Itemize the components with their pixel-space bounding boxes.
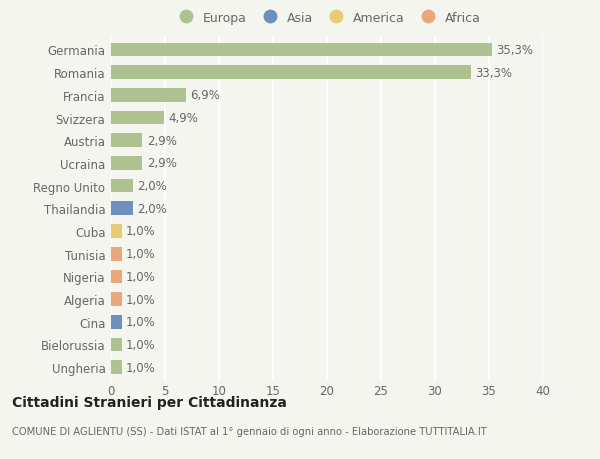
- Bar: [111, 157, 142, 170]
- Text: 33,3%: 33,3%: [475, 67, 512, 79]
- Bar: [111, 225, 122, 238]
- Bar: [111, 89, 185, 102]
- Text: 1,0%: 1,0%: [126, 248, 156, 261]
- Text: 1,0%: 1,0%: [126, 361, 156, 374]
- Bar: [111, 361, 122, 374]
- Bar: [111, 293, 122, 306]
- Legend: Europa, Asia, America, Africa: Europa, Asia, America, Africa: [170, 9, 484, 27]
- Text: COMUNE DI AGLIENTU (SS) - Dati ISTAT al 1° gennaio di ogni anno - Elaborazione T: COMUNE DI AGLIENTU (SS) - Dati ISTAT al …: [12, 426, 487, 436]
- Text: Cittadini Stranieri per Cittadinanza: Cittadini Stranieri per Cittadinanza: [12, 395, 287, 409]
- Bar: [111, 66, 470, 80]
- Bar: [111, 338, 122, 352]
- Text: 35,3%: 35,3%: [497, 44, 533, 57]
- Bar: [111, 179, 133, 193]
- Text: 6,9%: 6,9%: [190, 89, 220, 102]
- Text: 4,9%: 4,9%: [168, 112, 198, 125]
- Text: 2,0%: 2,0%: [137, 202, 167, 215]
- Text: 2,9%: 2,9%: [146, 157, 176, 170]
- Bar: [111, 270, 122, 284]
- Text: 2,9%: 2,9%: [146, 134, 176, 147]
- Bar: [111, 134, 142, 148]
- Text: 1,0%: 1,0%: [126, 293, 156, 306]
- Bar: [111, 247, 122, 261]
- Text: 1,0%: 1,0%: [126, 338, 156, 351]
- Bar: [111, 202, 133, 216]
- Bar: [111, 315, 122, 329]
- Bar: [111, 44, 492, 57]
- Text: 1,0%: 1,0%: [126, 316, 156, 329]
- Text: 2,0%: 2,0%: [137, 180, 167, 193]
- Text: 1,0%: 1,0%: [126, 270, 156, 283]
- Text: 1,0%: 1,0%: [126, 225, 156, 238]
- Bar: [111, 112, 164, 125]
